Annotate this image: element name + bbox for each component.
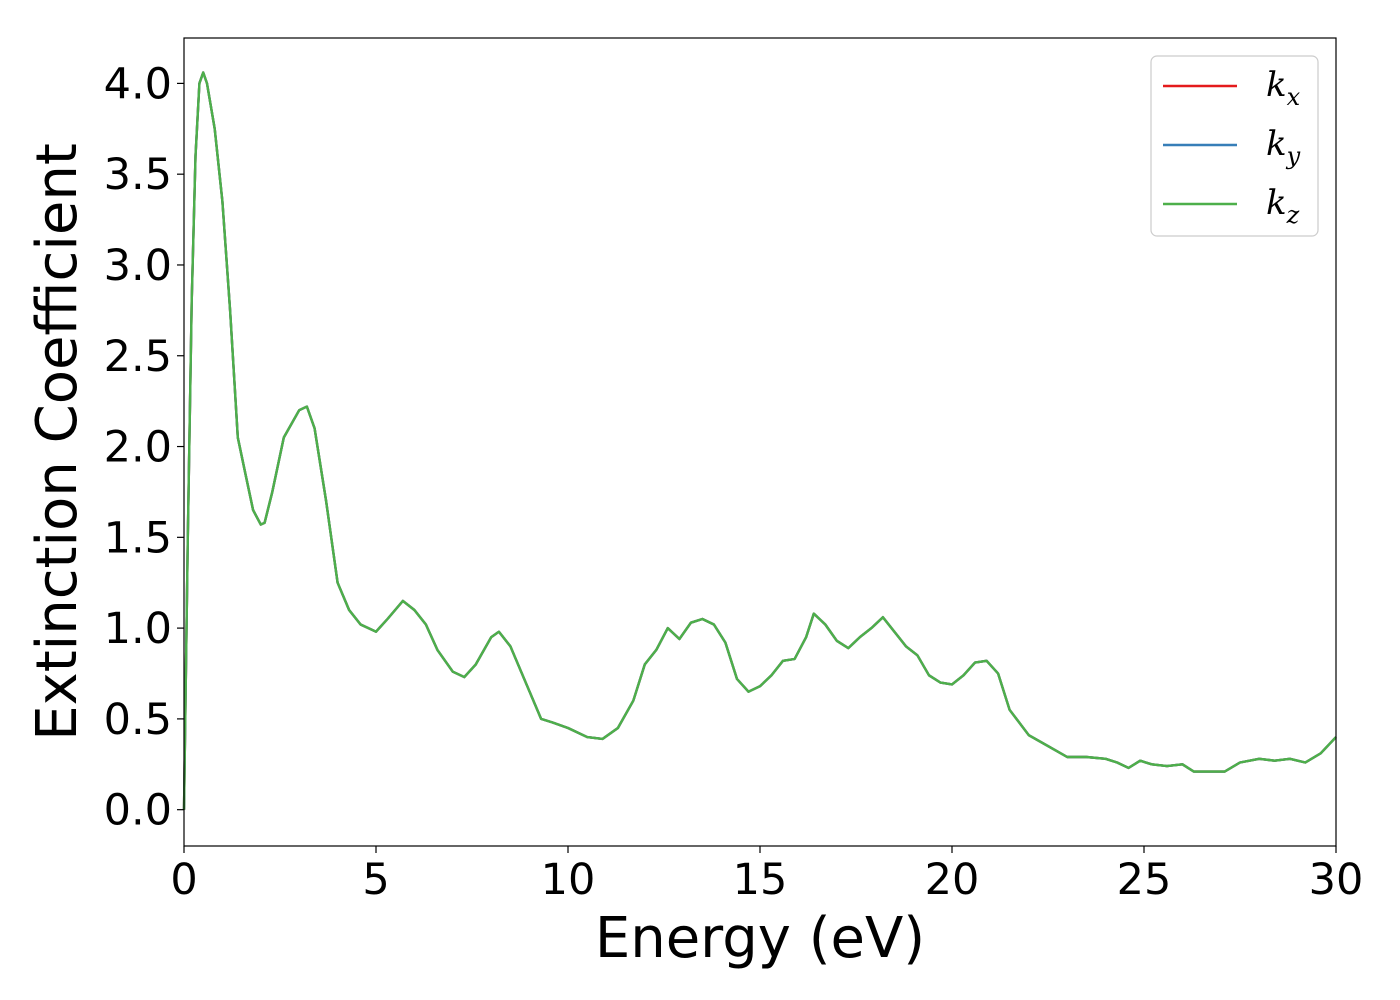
y-axis-ticks: 0.0 0.5 1.0 1.5 2.0 2.5 3.0 3.5 4.0 (104, 59, 184, 836)
x-tick-label: 25 (1117, 855, 1172, 905)
x-tick-label: 10 (541, 855, 596, 905)
legend-label-kz: kz (1266, 183, 1300, 229)
y-tick-label: 3.5 (104, 150, 172, 200)
y-tick-label: 3.0 (104, 241, 172, 291)
series-line-kz (182, 71, 1337, 810)
y-tick-label: 1.0 (104, 604, 172, 654)
y-tick-label: 1.5 (104, 513, 172, 563)
x-axis-ticks: 0 5 10 15 20 25 30 (170, 846, 1363, 905)
legend: kx ky kz (1150, 55, 1319, 237)
x-tick-label: 30 (1309, 855, 1364, 905)
legend-label-kx: kx (1266, 65, 1301, 111)
x-tick-label: 5 (362, 855, 389, 905)
y-tick-label: 0.0 (104, 786, 172, 836)
series-layer (182, 71, 1337, 810)
legend-label-ky: ky (1266, 124, 1301, 170)
x-tick-label: 0 (170, 855, 197, 905)
x-axis-title: Energy (eV) (595, 906, 925, 971)
x-tick-label: 20 (925, 855, 980, 905)
y-tick-label: 2.5 (104, 332, 172, 382)
y-tick-label: 2.0 (104, 423, 172, 473)
x-tick-label: 15 (733, 855, 788, 905)
y-axis-title: Extinction Coefficient (25, 143, 90, 741)
y-tick-label: 0.5 (104, 695, 172, 745)
y-tick-label: 4.0 (104, 59, 172, 109)
